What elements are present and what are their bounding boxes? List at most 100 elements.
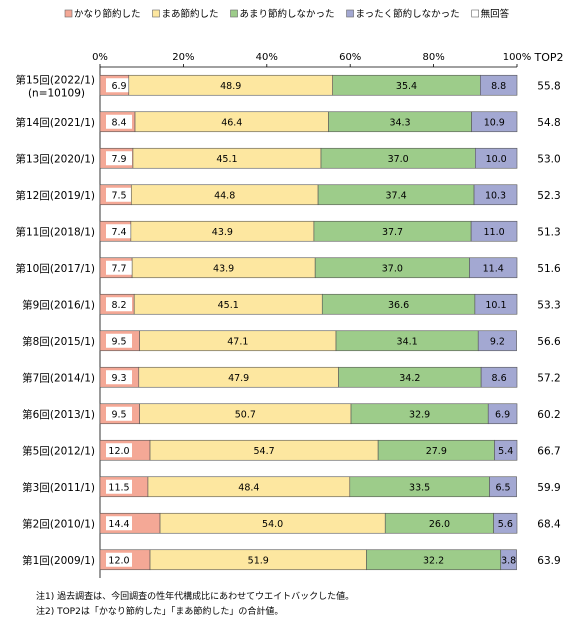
value-label-5-3: 11.4	[483, 263, 504, 274]
value-label-4-3: 11.0	[483, 227, 504, 238]
value-label-0-2: 35.4	[396, 81, 417, 92]
value-label-13-2: 32.2	[423, 555, 444, 566]
category-label-2: 第13回(2020/1)	[16, 152, 96, 165]
category-label-1: 第14回(2021/1)	[16, 116, 96, 129]
top2-value-1: 54.8	[537, 117, 560, 129]
value-label-7-2: 34.1	[397, 336, 418, 347]
category-label-6: 第9回(2016/1)	[22, 298, 95, 311]
value-label-4-1: 43.9	[212, 227, 233, 238]
legend-label-2: あまり節約しなかった	[240, 8, 335, 20]
bar-segment-13-3	[500, 549, 517, 571]
value-label-11-1: 48.4	[238, 482, 259, 493]
value-label-6-2: 36.6	[388, 300, 409, 311]
value-label-10-3: 5.4	[498, 446, 513, 457]
top2-value-12: 68.4	[537, 518, 561, 530]
x-tick-label-2: 40%	[256, 52, 278, 63]
category-label-9: 第6回(2013/1)	[22, 408, 95, 421]
category-label-10: 第5回(2012/1)	[22, 444, 95, 457]
value-label-4-0: 7.4	[111, 227, 126, 238]
top2-value-2: 53.0	[537, 153, 560, 165]
category-label-0: 第15回(2022/1)	[16, 73, 96, 86]
value-label-2-1: 45.1	[216, 154, 237, 165]
x-tick-label-4: 80%	[422, 52, 444, 63]
footnote-1: 注1) 過去調査は、今回調査の性年代構成比にあわせてウエイトバックした値。	[36, 592, 355, 602]
top2-value-5: 51.6	[537, 263, 561, 275]
bar-segment-10-3	[494, 439, 518, 461]
value-label-5-2: 37.0	[382, 263, 403, 274]
bar-segment-6-3	[474, 293, 518, 315]
top2-value-9: 60.2	[537, 409, 560, 421]
value-label-11-0: 11.5	[108, 482, 129, 493]
value-label-box-7-0	[106, 333, 132, 348]
value-label-box-13-0	[106, 552, 132, 567]
bar-segment-0-3	[480, 74, 518, 96]
value-label-4-2: 37.7	[382, 227, 403, 238]
legend-swatch-1	[152, 9, 160, 18]
category-sublabel-0: (n=10109)	[28, 87, 85, 99]
bar-segment-12-3	[493, 512, 518, 534]
value-label-box-5-0	[106, 260, 132, 275]
value-label-10-0: 12.0	[108, 446, 129, 457]
value-label-box-2-0	[106, 151, 132, 166]
value-label-7-1: 47.1	[227, 336, 248, 347]
value-label-box-0-0	[106, 78, 132, 93]
value-label-1-3: 10.9	[484, 117, 505, 128]
value-label-7-3: 9.2	[490, 336, 505, 347]
value-label-8-3: 8.6	[492, 373, 507, 384]
value-label-6-1: 45.1	[218, 300, 239, 311]
legend-swatch-4	[471, 9, 479, 18]
x-tick-label-1: 20%	[172, 52, 194, 63]
value-label-box-6-0	[106, 297, 132, 312]
value-label-6-3: 10.1	[485, 300, 506, 311]
value-label-7-0: 9.5	[111, 336, 126, 347]
top2-value-8: 57.2	[537, 372, 560, 384]
value-label-box-11-0	[106, 479, 132, 494]
value-label-12-0: 14.4	[108, 519, 129, 530]
x-tick-label-0: 0%	[92, 52, 108, 63]
value-label-9-1: 50.7	[235, 409, 256, 420]
value-label-box-1-0	[106, 114, 132, 129]
value-label-13-0: 12.0	[108, 555, 129, 566]
value-label-13-3: 3.8	[501, 555, 516, 566]
value-label-10-2: 27.9	[426, 446, 447, 457]
value-label-box-9-0	[106, 406, 132, 421]
value-label-3-2: 37.4	[385, 190, 406, 201]
top2-value-3: 52.3	[537, 190, 560, 202]
value-label-6-0: 8.2	[111, 300, 126, 311]
value-label-0-3: 8.8	[491, 81, 506, 92]
value-label-1-1: 46.4	[221, 117, 242, 128]
value-label-box-10-0	[106, 443, 132, 458]
value-label-3-3: 10.3	[485, 190, 506, 201]
value-label-9-0: 9.5	[111, 409, 126, 420]
value-label-3-0: 7.5	[111, 190, 126, 201]
value-label-box-4-0	[106, 224, 132, 239]
value-label-1-2: 34.3	[389, 117, 410, 128]
legend-label-4: 無回答	[481, 8, 510, 20]
x-tick-label-5: 100%	[503, 52, 532, 63]
value-label-11-2: 33.5	[409, 482, 430, 493]
bar-segment-2-3	[474, 147, 518, 169]
category-label-12: 第2回(2010/1)	[22, 517, 95, 530]
x-tick-label-3: 60%	[339, 52, 361, 63]
category-label-13: 第1回(2009/1)	[22, 554, 95, 567]
legend-label-0: かなり節約した	[74, 8, 141, 20]
top2-value-7: 56.6	[537, 336, 561, 348]
value-label-box-8-0	[106, 370, 132, 385]
top2-value-4: 51.3	[537, 226, 560, 238]
bar-segment-1-3	[471, 111, 518, 133]
legend-label-3: まったく節約しなかった	[356, 8, 460, 20]
value-label-2-3: 10.0	[486, 154, 507, 165]
value-label-0-1: 48.9	[220, 81, 241, 92]
category-label-4: 第11回(2018/1)	[16, 225, 96, 238]
category-label-8: 第7回(2014/1)	[22, 371, 95, 384]
category-label-11: 第3回(2011/1)	[22, 481, 95, 494]
bar-segment-7-3	[477, 330, 517, 352]
value-label-10-1: 54.7	[254, 446, 275, 457]
value-label-3-1: 44.8	[214, 190, 235, 201]
top2-value-10: 66.7	[537, 445, 560, 457]
legend-label-1: まあ節約した	[162, 8, 219, 20]
top2-value-0: 55.8	[537, 80, 560, 92]
value-label-8-1: 47.9	[228, 373, 249, 384]
value-label-12-1: 54.0	[262, 519, 283, 530]
